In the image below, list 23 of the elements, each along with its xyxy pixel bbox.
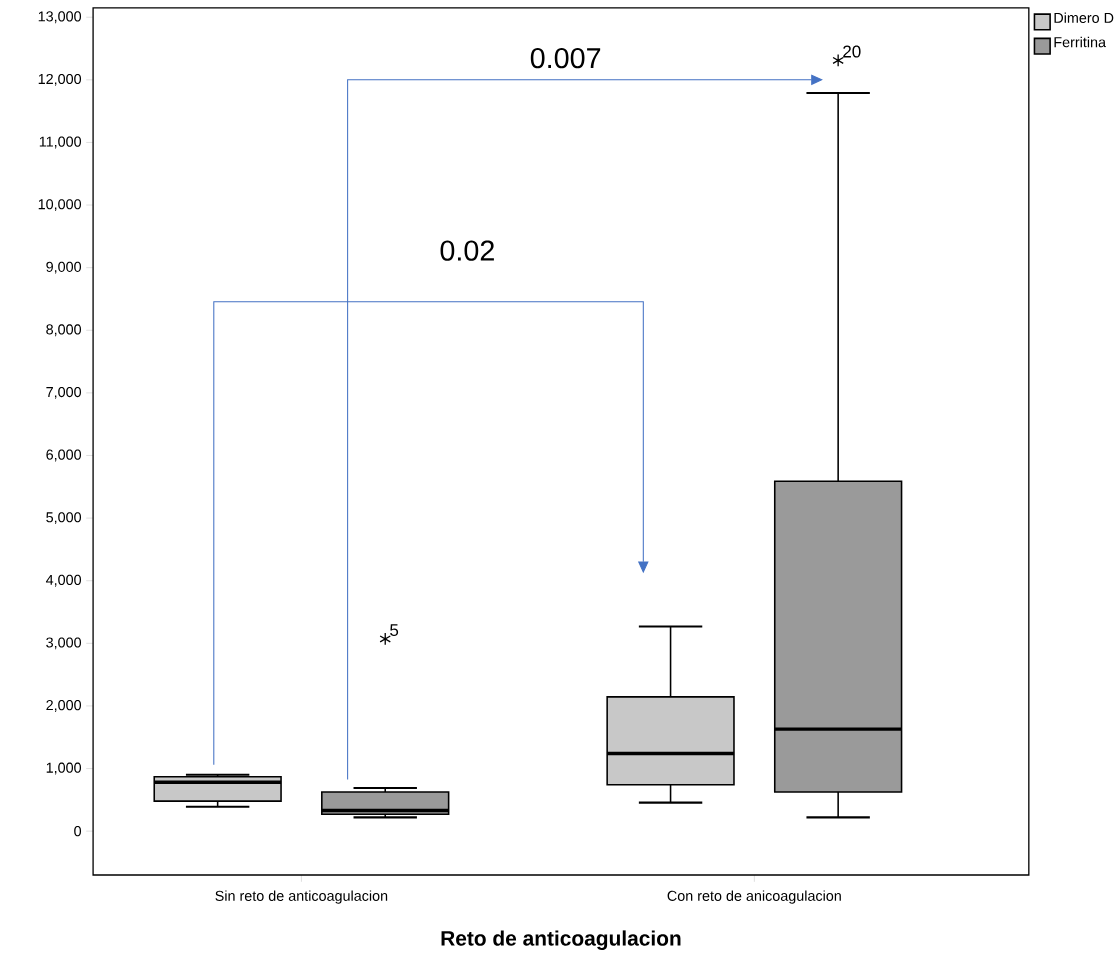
y-tick-label: 12,000 [38,73,82,86]
y-tick-label: 13,000 [38,11,82,24]
x-tick-label: Con reto de anicoagulacion [667,890,841,904]
y-tick-label: 7,000 [46,386,82,399]
legend-label: Ferritina [1054,36,1107,48]
y-tick-label: 11,000 [39,136,82,149]
y-tick-label: 9,000 [46,261,82,274]
y-tick-label: 10,000 [38,199,82,211]
annotation: 0.02 [440,240,494,261]
y-tick-label: 6,000 [46,449,82,462]
y-tick-label: 4,000 [45,574,82,587]
y-tick-label: 8,000 [46,324,82,337]
y-tick-label: 2,000 [46,700,82,712]
annotation: 20 [843,45,861,58]
y-tick-label: 5,000 [46,512,82,525]
annotation: 5 [390,624,399,637]
annotation: 0.007 [530,47,601,69]
y-tick-label: 3,000 [46,637,82,650]
x-axis-title: Reto de anticoagulacion [441,930,681,950]
x-tick-label: Sin reto de anticoagulacion [215,890,388,904]
y-tick-label: 0 [74,826,82,837]
legend-label: Dimero D [1054,12,1114,23]
y-tick-label: 1,000 [46,762,82,775]
